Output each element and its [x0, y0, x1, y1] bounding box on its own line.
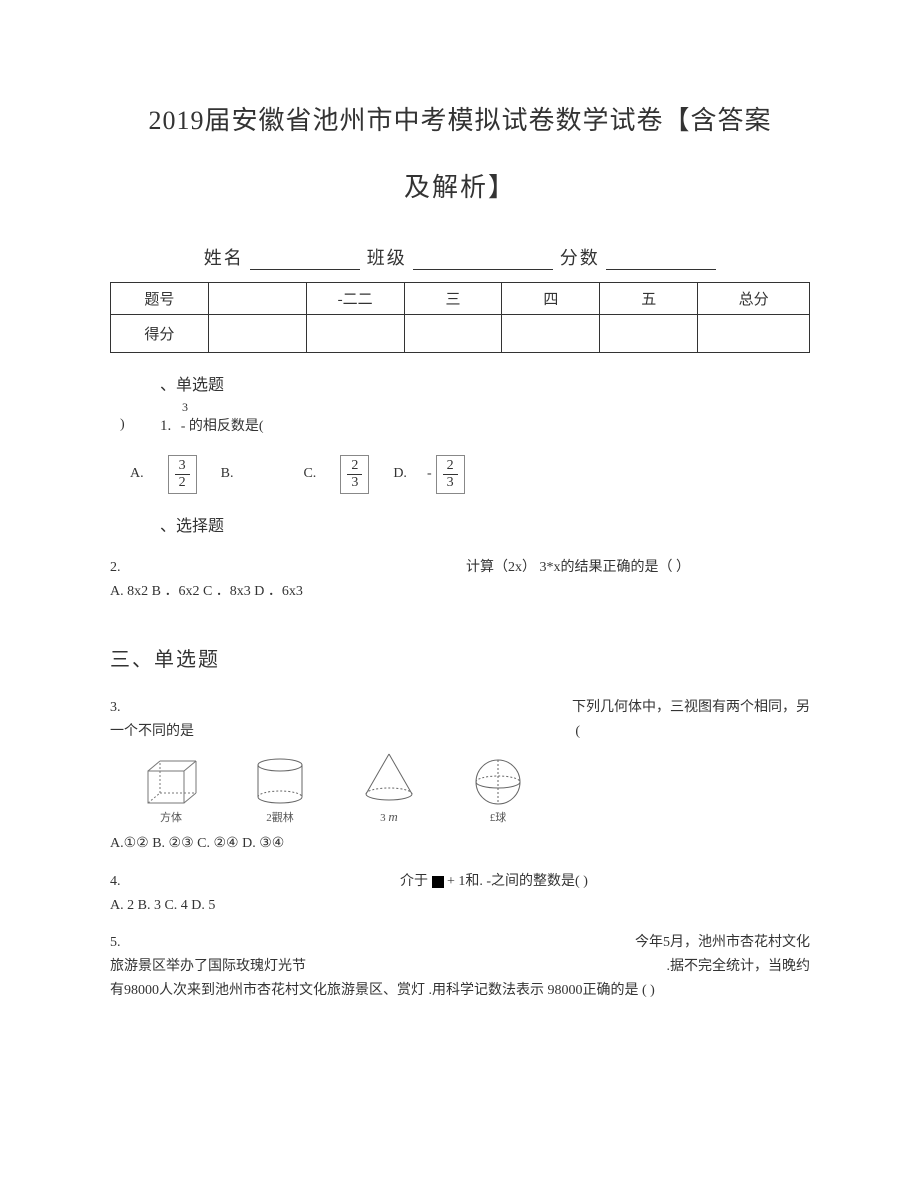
q5-number: 5.: [110, 931, 121, 955]
th-4: 四: [502, 283, 600, 315]
section-3-title: 三、单选题: [110, 643, 810, 672]
td-4: [502, 315, 600, 353]
frac-c-den: 3: [347, 475, 362, 491]
paren-left-marker: ): [120, 417, 125, 433]
black-square-icon: [432, 876, 444, 888]
shape-cone: 3 m: [358, 750, 420, 828]
th-0: 题号: [111, 283, 209, 315]
question-5: 5. 今年5月，池州市杏花村文化 旅游景区举办了国际玫瑰灯光节 .据不完全统计，…: [110, 931, 810, 1002]
score-blank: [606, 252, 716, 270]
cone-caption-m: m: [388, 809, 397, 824]
q5-line2-left: 旅游景区举办了国际玫瑰灯光节: [110, 955, 306, 979]
name-label: 姓名: [204, 248, 244, 268]
q4-number: 4.: [110, 870, 400, 894]
q1-top-3: 3: [182, 399, 810, 416]
neg-sign: -: [427, 466, 432, 482]
q1-opt-d-label: D.: [393, 466, 407, 482]
q1-number: 1.: [160, 416, 171, 437]
q1-opt-a-label: A.: [130, 466, 144, 482]
q1-options: A. 3 2 B. C. 2 3 D. - 2 3: [130, 455, 810, 494]
frac-d-den: 3: [443, 475, 458, 491]
q1-opt-c-label: C.: [303, 466, 316, 482]
td-score-label: 得分: [111, 315, 209, 353]
class-label: 班级: [367, 248, 407, 268]
cylinder-icon: [252, 757, 308, 807]
shape-cylinder: 2觀林: [252, 757, 308, 828]
fraction-2-over-3-d: 2 3: [436, 455, 465, 494]
title-line-2: 及解析】: [110, 167, 810, 204]
question-2: 2. 计算（2x） 3*x的结果正确的是（ ） A. 8x2 B ．6x2 C …: [110, 556, 810, 604]
q5-text1-right: 今年5月，池州市杏花村文化: [635, 931, 810, 955]
neg-fraction-d: - 2 3: [427, 455, 469, 494]
td-3: [404, 315, 502, 353]
q3-options: A.①② B. ②③ C. ②④ D. ③④: [110, 832, 810, 856]
score-table: 题号 -二二 三 四 五 总分 得分: [110, 282, 810, 353]
shape-sphere: £球: [470, 757, 526, 828]
cone-caption-3: 3: [380, 812, 386, 824]
q4-options: A. 2 B. 3 C. 4 D. 5: [110, 894, 810, 918]
q1-opt-b-label: B.: [221, 466, 234, 482]
table-header-row: 题号 -二二 三 四 五 总分: [111, 283, 810, 315]
q5-line2-right: .据不完全统计，当晚约: [667, 955, 811, 979]
shape-cube: 方体: [140, 757, 202, 828]
th-2: -二二: [306, 283, 404, 315]
fraction-3-over-2: 3 2: [168, 455, 197, 494]
table-score-row: 得分: [111, 315, 810, 353]
q2-text: 计算（2x） 3*x的结果正确的是（ ）: [466, 556, 690, 580]
section-1-label: 、单选题: [160, 371, 810, 395]
cube-caption: 方体: [160, 809, 182, 828]
question-4: 4. 介于 + 1和. -之间的整数是( ) A. 2 B. 3 C. 4 D.…: [110, 870, 810, 918]
q5-line3: 有98000人次来到池州市杏花村文化旅游景区、赏灯 .用科学记数法表示 9800…: [110, 979, 810, 1003]
th-6: 总分: [698, 283, 810, 315]
frac-d-num: 2: [443, 458, 458, 475]
frac-c-num: 2: [347, 458, 362, 475]
frac-a-num: 3: [175, 458, 190, 475]
q2-number: 2.: [110, 556, 121, 580]
q2-options: A. 8x2 B ．6x2 C ．8x3 D ．6x3: [110, 580, 810, 604]
cube-icon: [140, 757, 202, 807]
th-5: 五: [600, 283, 698, 315]
cone-icon: [358, 750, 420, 804]
th-3: 三: [404, 283, 502, 315]
th-1: [208, 283, 306, 315]
question-1: 3 1. - 的相反数是(: [160, 399, 810, 437]
q1-text: - 的相反数是(: [181, 419, 264, 434]
q3-number: 3.: [110, 696, 121, 720]
title-line-1: 2019届安徽省池州市中考模拟试卷数学试卷【含答案: [110, 100, 810, 137]
section-2-label: 、选择题: [160, 512, 810, 536]
td-6: [698, 315, 810, 353]
question-3: 3. 下列几何体中，三视图有两个相同，另 一个不同的是 ( 方体: [110, 696, 810, 855]
class-blank: [413, 252, 553, 270]
sphere-icon: [470, 757, 526, 807]
name-blank: [250, 252, 360, 270]
q3-line2-left: 一个不同的是: [110, 720, 194, 744]
score-label: 分数: [560, 248, 600, 268]
student-info-line: 姓名 班级 分数: [110, 244, 810, 270]
cylinder-caption: 2觀林: [266, 809, 294, 828]
sphere-caption: £球: [490, 809, 507, 828]
td-1: [208, 315, 306, 353]
td-2: [306, 315, 404, 353]
q4-text: 介于 + 1和. -之间的整数是( ): [400, 870, 588, 894]
q3-line2-right: (: [575, 720, 580, 744]
q3-text-right: 下列几何体中，三视图有两个相同，另: [572, 696, 810, 720]
fraction-2-over-3-c: 2 3: [340, 455, 369, 494]
cone-caption: 3 m: [380, 806, 398, 828]
shapes-row: 方体 2觀林 3 m: [140, 750, 810, 828]
td-5: [600, 315, 698, 353]
frac-a-den: 2: [175, 475, 190, 491]
